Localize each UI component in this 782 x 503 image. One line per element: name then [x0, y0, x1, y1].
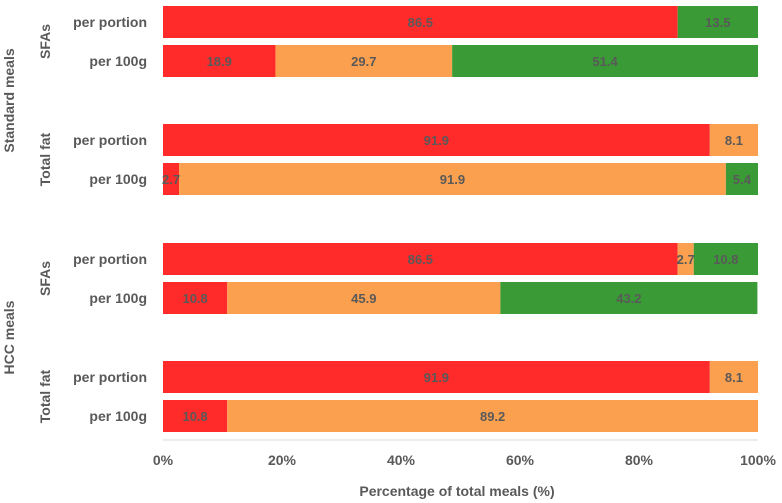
value-label: 8.1	[725, 133, 743, 148]
value-label: 8.1	[725, 370, 743, 385]
value-label: 43.2	[616, 291, 641, 306]
x-axis: 0% 20% 40% 60% 80% 100%	[153, 439, 776, 468]
value-label: 13.5	[705, 15, 730, 30]
value-label: 91.9	[424, 370, 449, 385]
row-label: per portion	[73, 369, 147, 385]
value-label: 51.4	[592, 54, 618, 69]
bar-segment-red	[163, 45, 276, 77]
value-label: 10.8	[182, 291, 207, 306]
bar-segment-red	[163, 124, 710, 156]
bar-segment-green	[693, 243, 758, 275]
bar-segment-red	[163, 163, 180, 195]
bar-segment-green	[452, 45, 758, 77]
bar-segment-amber	[709, 361, 758, 393]
row-label: per 100g	[89, 290, 147, 306]
x-axis-title: Percentage of total meals (%)	[359, 483, 554, 499]
x-tick-label: 60%	[506, 452, 535, 468]
row-label: per 100g	[89, 53, 147, 69]
bar-segment-green	[725, 163, 758, 195]
value-label: 86.5	[408, 15, 433, 30]
bar-segment-amber	[179, 163, 726, 195]
subgroup-label: Total fat	[37, 132, 53, 186]
value-label: 29.7	[351, 54, 376, 69]
value-label: 91.9	[424, 133, 449, 148]
value-label: 45.9	[351, 291, 376, 306]
bar-segment-amber	[709, 124, 758, 156]
value-label: 2.7	[162, 172, 180, 187]
value-label: 89.2	[480, 409, 505, 424]
bar-segment-red	[163, 243, 678, 275]
x-tick-label: 80%	[625, 452, 654, 468]
value-label: 5.4	[733, 172, 752, 187]
subgroup-label: Total fat	[37, 369, 53, 423]
value-label: 10.8	[713, 252, 738, 267]
value-label: 86.5	[408, 252, 433, 267]
x-tick-label: 20%	[268, 452, 297, 468]
row-label: per portion	[73, 251, 147, 267]
row-label: per portion	[73, 132, 147, 148]
bar-segment-red	[163, 400, 228, 432]
row-label: per 100g	[89, 408, 147, 424]
outer-group-label: HCC meals	[1, 300, 17, 374]
bar-segment-amber	[275, 45, 453, 77]
value-label: 2.7	[677, 252, 695, 267]
bar-segment-amber	[677, 243, 694, 275]
value-label: 10.8	[182, 409, 207, 424]
bar-segment-green	[500, 282, 758, 314]
x-tick-label: 100%	[740, 452, 776, 468]
bars-layer	[163, 6, 758, 432]
x-tick-label: 0%	[153, 452, 174, 468]
subgroup-label: SFAs	[37, 24, 53, 59]
value-label: 91.9	[440, 172, 465, 187]
bar-segment-amber	[227, 282, 501, 314]
subgroup-label: SFAs	[37, 261, 53, 296]
bar-segment-red	[163, 6, 678, 38]
outer-group-label: Standard meals	[1, 48, 17, 152]
labels-layer: per portion 86.5 13.5 per 100g 18.9 29.7 51.4 S…	[1, 14, 752, 424]
x-tick-label: 40%	[387, 452, 416, 468]
bar-segment-green	[677, 6, 758, 38]
bar-segment-red	[163, 361, 710, 393]
row-label: per 100g	[89, 171, 147, 187]
bar-segment-red	[163, 282, 228, 314]
row-label: per portion	[73, 14, 147, 30]
value-label: 18.9	[207, 54, 232, 69]
bar-segment-amber	[227, 400, 758, 432]
